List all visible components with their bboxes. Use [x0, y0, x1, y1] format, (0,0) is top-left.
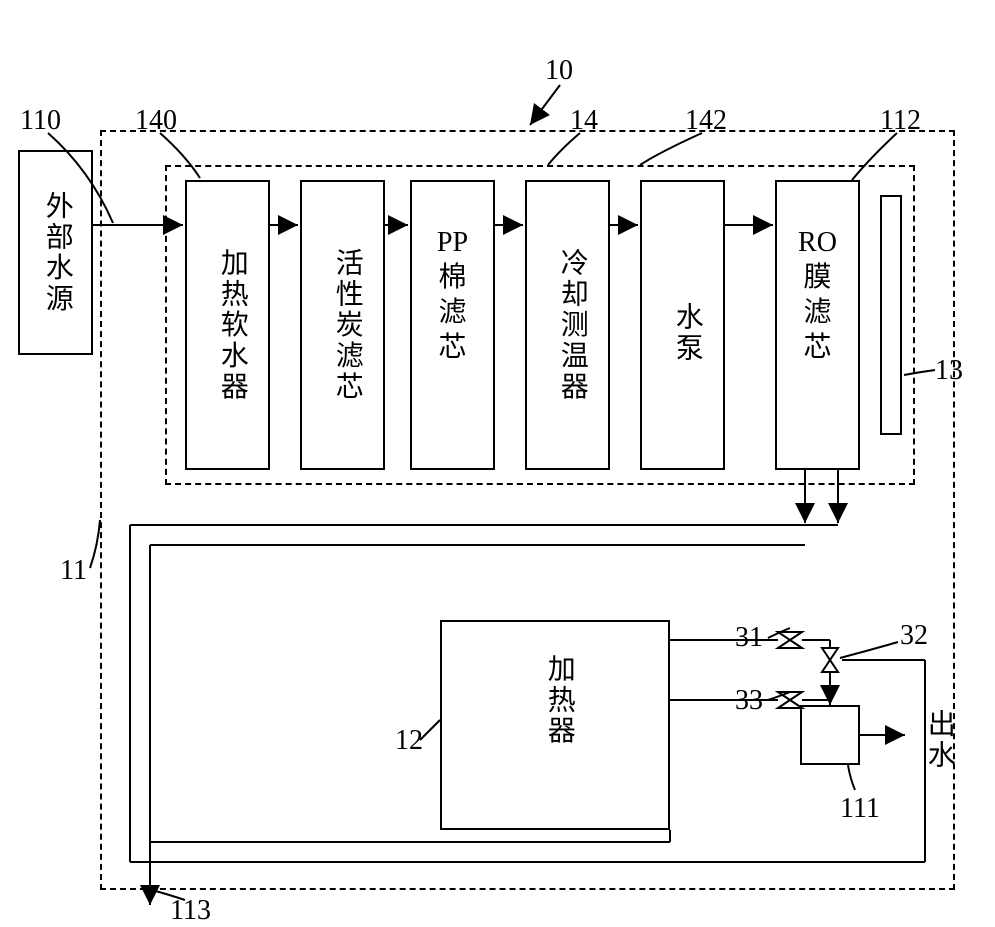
leader-lines — [48, 85, 935, 900]
callout-110: 110 — [20, 105, 61, 137]
callout-31: 31 — [735, 622, 763, 654]
callout-32: 32 — [900, 620, 928, 652]
connections-svg — [0, 0, 995, 925]
callout-111: 111 — [840, 793, 880, 825]
callout-113: 113 — [170, 895, 211, 927]
callout-14: 14 — [570, 105, 598, 137]
callout-140: 140 — [135, 105, 177, 137]
diagram-root: 外部水源 加热软水器 活性炭滤芯 PP棉滤芯 冷却测温器 水泵 RO膜滤芯 加热… — [0, 0, 995, 925]
callout-33: 33 — [735, 685, 763, 717]
outlet-label: 出水 — [920, 700, 958, 780]
callout-112: 112 — [880, 105, 921, 137]
callout-11: 11 — [60, 555, 87, 587]
callout-10: 10 — [545, 55, 573, 87]
callout-13: 13 — [935, 355, 963, 387]
callout-12: 12 — [395, 725, 423, 757]
callout-142: 142 — [685, 105, 727, 137]
